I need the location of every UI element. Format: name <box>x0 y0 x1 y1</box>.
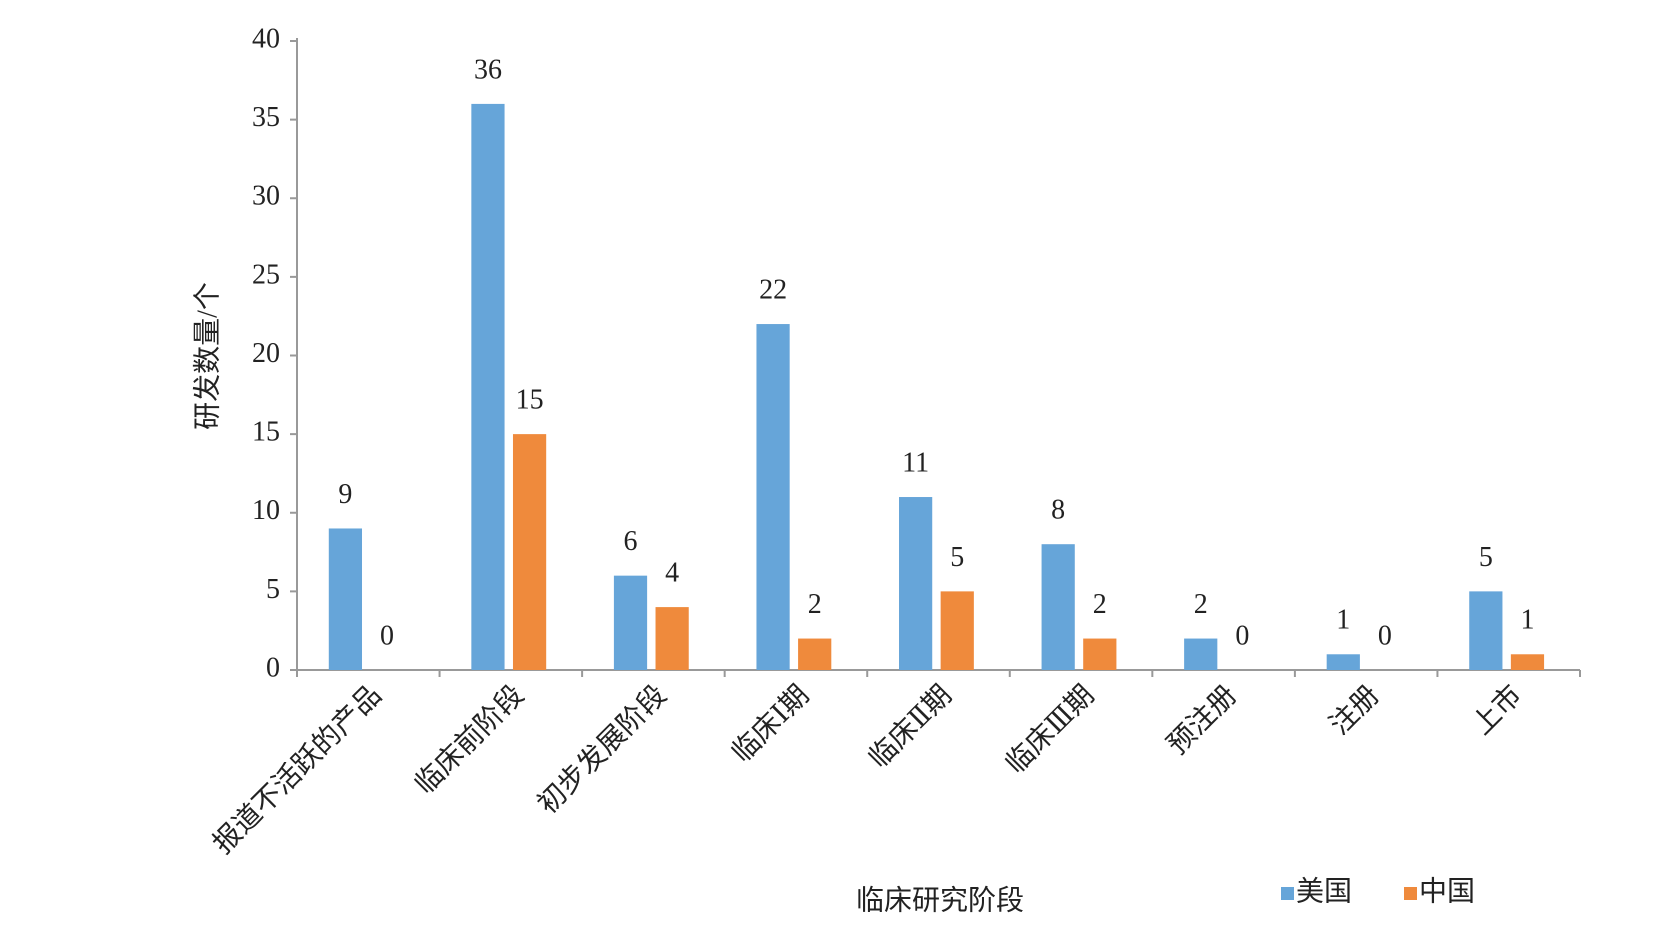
bar <box>655 607 689 670</box>
data-label: 6 <box>624 526 638 557</box>
data-label: 1 <box>1336 605 1350 636</box>
bar <box>798 638 832 670</box>
bar <box>512 434 547 670</box>
data-label: 1 <box>1520 605 1534 636</box>
y-tick-label: 0 <box>266 652 280 683</box>
legend-label: 美国 <box>1296 875 1352 907</box>
bar <box>471 103 505 670</box>
data-label: 5 <box>950 542 964 573</box>
bar <box>613 575 648 670</box>
bar <box>1083 638 1117 670</box>
x-tick-label: 预注册 <box>1161 679 1243 761</box>
x-tick-label: 报道不活跃的产品 <box>207 679 388 860</box>
bar <box>940 591 974 670</box>
x-tick-label: 临床Ⅲ期 <box>999 679 1100 780</box>
data-label: 2 <box>1194 589 1208 620</box>
y-axis-title: 研发数量/个 <box>191 282 223 430</box>
x-tick-label: 临床Ⅱ期 <box>862 679 957 774</box>
data-label: 11 <box>902 447 929 478</box>
x-tick-label: 初步发展阶段 <box>531 679 672 820</box>
bar <box>899 497 933 670</box>
y-tick-label: 10 <box>252 495 280 526</box>
data-label: 22 <box>759 274 787 305</box>
x-tick-label: 上市 <box>1466 679 1528 741</box>
y-tick-label: 25 <box>252 259 280 290</box>
data-label: 0 <box>1378 620 1392 651</box>
y-tick-label: 30 <box>252 181 280 212</box>
data-label: 5 <box>1479 542 1493 573</box>
bar <box>1184 638 1218 670</box>
data-label: 15 <box>516 385 544 416</box>
legend-label: 中国 <box>1419 875 1475 907</box>
data-label: 36 <box>474 54 502 85</box>
data-label: 2 <box>1093 589 1107 620</box>
y-tick-label: 5 <box>266 574 280 605</box>
x-tick-label: 注册 <box>1323 679 1385 741</box>
bar <box>1510 654 1545 670</box>
bar <box>1041 544 1075 670</box>
x-tick-label: 临床Ⅰ期 <box>726 679 816 769</box>
data-label: 0 <box>1235 620 1249 651</box>
y-tick-label: 20 <box>252 338 280 369</box>
bar <box>328 528 363 670</box>
y-tick-label: 35 <box>252 102 280 133</box>
data-label: 4 <box>665 558 679 589</box>
data-label: 8 <box>1051 495 1065 526</box>
bar <box>1326 654 1360 670</box>
bar <box>756 324 790 670</box>
data-label: 2 <box>808 589 822 620</box>
legend-swatch <box>1281 887 1294 900</box>
y-tick-label: 15 <box>252 417 280 448</box>
x-axis-title: 临床研究阶段 <box>856 884 1024 916</box>
x-tick-label: 临床前阶段 <box>409 679 531 801</box>
legend-swatch <box>1404 887 1417 900</box>
y-tick-label: 40 <box>252 23 280 54</box>
data-label: 0 <box>380 620 394 651</box>
data-label: 9 <box>338 479 352 510</box>
bar <box>1469 591 1503 670</box>
